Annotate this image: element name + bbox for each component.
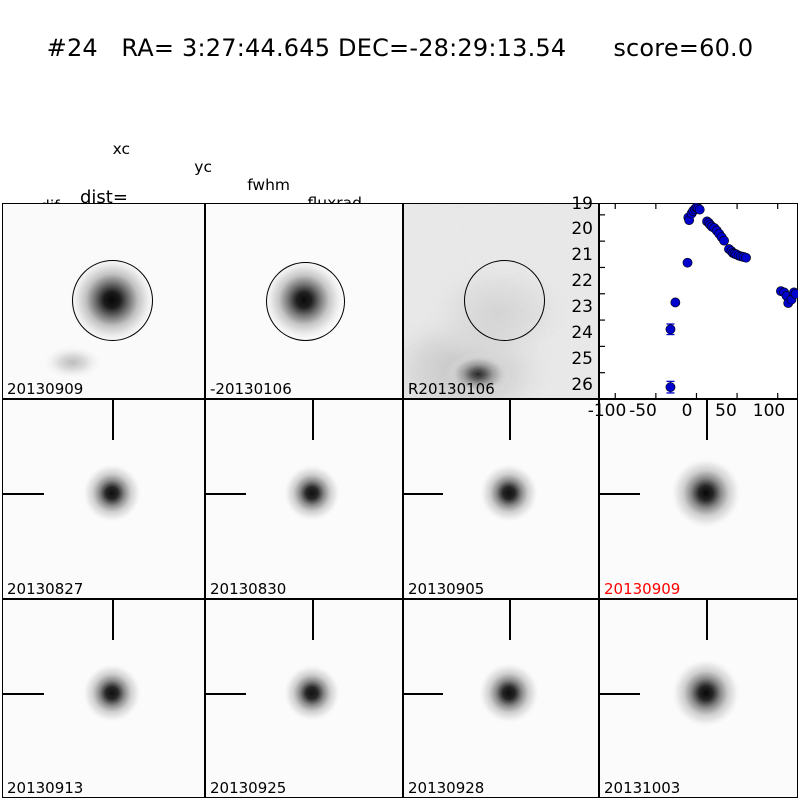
cutout-panel-diff[interactable]: -20130106 [205, 203, 403, 399]
data-point [665, 382, 676, 393]
cutout-grid: 20130909 -20130106 [2, 196, 798, 798]
cutout-panel-reference[interactable]: R20130106 [403, 203, 599, 399]
cutout-panel-epoch[interactable]: 20130928 [403, 599, 599, 798]
cutout-panel-epoch[interactable]: 20131003 [599, 599, 798, 798]
cutout-panel-new[interactable]: 20130909 [2, 203, 205, 399]
y-tick-label: 25 [571, 349, 593, 369]
panel-label: 20130830 [210, 580, 287, 598]
table-header-row: xc yc fwhm fluxrad isoarea mag auto aper… [0, 122, 800, 302]
stamp-image-epoch [3, 600, 204, 797]
crosshair-tick-vertical [312, 600, 314, 640]
y-tick-label: 23 [571, 297, 593, 317]
y-tick-label: 19 [571, 194, 593, 214]
cutout-panel-epoch[interactable]: 20130913 [2, 599, 205, 798]
crosshair-tick-horizontal [3, 693, 44, 695]
panel-label: 20130925 [210, 779, 287, 797]
plot-frame [599, 203, 798, 399]
crosshair-tick-horizontal [600, 693, 640, 695]
crosshair-tick-horizontal [206, 693, 246, 695]
stamp-image-epoch [404, 400, 598, 598]
crosshair-tick-horizontal [404, 693, 443, 695]
page-title: #24 RA= 3:27:44.645 DEC=-28:29:13.54 sco… [46, 34, 754, 62]
y-tick-label: 22 [571, 271, 593, 291]
data-point [790, 288, 798, 299]
aperture-circle [266, 262, 345, 341]
stamp-image-epoch [206, 400, 402, 598]
light-curve-canvas [599, 203, 798, 399]
panel-label: 20130905 [408, 580, 485, 598]
crosshair-tick-horizontal [206, 493, 246, 495]
panel-label: 20130928 [408, 779, 485, 797]
panel-label: -20130106 [210, 380, 292, 398]
y-tick-label: 24 [571, 323, 593, 343]
crosshair-tick-vertical [112, 400, 114, 440]
cutout-panel-epoch[interactable]: 20130827 [2, 399, 205, 599]
data-point [719, 235, 729, 246]
panel-label: 20130827 [7, 580, 84, 598]
x-tick-label: 50 [715, 401, 737, 421]
col-header-yc: yc [194, 158, 212, 176]
stamp-image-epoch [600, 600, 797, 797]
crosshair-tick-horizontal [3, 493, 44, 495]
aperture-circle [72, 260, 153, 341]
y-tick-label: 21 [571, 245, 593, 265]
stamp-image-epoch [3, 400, 204, 598]
col-header-xc: xc [112, 140, 130, 158]
cutout-panel-epoch[interactable]: 20130925 [205, 599, 403, 798]
y-tick-label: 20 [571, 219, 593, 239]
crosshair-tick-horizontal [600, 493, 640, 495]
crosshair-tick-vertical [112, 600, 114, 640]
aperture-circle [464, 260, 545, 341]
cutout-panel-epoch[interactable]: 20130905 [403, 399, 599, 599]
x-tick-label: 0 [681, 401, 693, 421]
data-point [694, 204, 705, 215]
panel-label: 20130913 [7, 779, 84, 797]
x-tick-label: 100 [752, 401, 786, 421]
panel-label: R20130106 [408, 380, 495, 398]
col-header-fwhm: fwhm [247, 176, 290, 194]
cutout-panel-epoch[interactable]: 20130830 [205, 399, 403, 599]
crosshair-tick-vertical [509, 600, 511, 640]
stamp-image-epoch [404, 600, 598, 797]
crosshair-tick-vertical [706, 600, 708, 640]
data-point [670, 297, 681, 308]
crosshair-tick-vertical [509, 400, 511, 440]
panel-label: 20130909 [7, 380, 84, 398]
light-curve-plot[interactable]: 19 20 21 22 23 24 25 26 -100 -50 0 50 10… [571, 196, 798, 420]
data-point [665, 324, 676, 335]
y-tick-label: 26 [571, 375, 593, 395]
data-point [741, 252, 751, 263]
crosshair-tick-horizontal [404, 493, 443, 495]
panel-label: 20130909 [604, 580, 681, 598]
crosshair-tick-vertical [706, 400, 708, 440]
panel-label: 20131003 [604, 779, 681, 797]
cutout-panel-epoch[interactable]: 20130909 [599, 399, 798, 599]
stamp-image-epoch [600, 400, 797, 598]
x-tick-label: -50 [629, 401, 657, 421]
dist-label: dist= [80, 187, 128, 208]
data-point [682, 257, 693, 268]
crosshair-tick-vertical [312, 400, 314, 440]
x-tick-label: -100 [587, 401, 627, 421]
stamp-image-epoch [206, 600, 402, 797]
